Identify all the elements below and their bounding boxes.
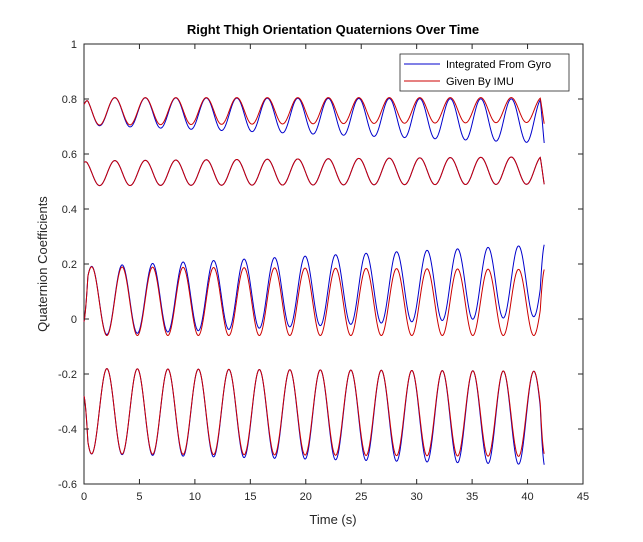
y-tick-label: 0.6 xyxy=(62,149,77,161)
ticks-layer: 0 5 10 15 20 25 30 35 40 45 -0.6 -0.4 -0.2 0 0.2 0.4 0.6… xyxy=(58,39,589,503)
imu-series-line-q3 xyxy=(83,368,545,457)
legend-label-imu: Given By IMU xyxy=(446,76,514,88)
y-tick-label: 0 xyxy=(71,314,77,326)
y-tick-label: 1 xyxy=(71,39,77,51)
y-tick-label: -0.2 xyxy=(58,369,77,381)
x-tick-label: 10 xyxy=(189,491,201,503)
plot-area xyxy=(83,43,584,485)
gyro-series-line-q0 xyxy=(83,97,545,144)
y-tick-label: 0.4 xyxy=(62,204,77,216)
x-tick-label: 40 xyxy=(521,491,533,503)
x-tick-label: 20 xyxy=(300,491,312,503)
y-tick-label: 0.8 xyxy=(62,94,77,106)
y-tick-label: 0.2 xyxy=(62,259,77,271)
imu-series-line-q1 xyxy=(83,156,545,187)
legend: Integrated From Gyro Given By IMU xyxy=(399,53,570,92)
gyro-series-line-q2 xyxy=(83,244,545,336)
x-tick-label: 0 xyxy=(81,491,87,503)
legend-label-gyro: Integrated From Gyro xyxy=(446,59,551,71)
chart-title: Right Thigh Orientation Quaternions Over… xyxy=(187,22,479,37)
series-layer xyxy=(83,97,545,465)
x-tick-label: 45 xyxy=(577,491,589,503)
y-tick-label: -0.6 xyxy=(58,479,77,491)
y-axis-label: Quaternion Coefficients xyxy=(35,196,50,332)
x-tick-label: 25 xyxy=(355,491,367,503)
legend-box xyxy=(399,53,570,92)
y-tick-label: -0.4 xyxy=(58,424,77,436)
x-tick-label: 5 xyxy=(136,491,142,503)
x-tick-label: 30 xyxy=(411,491,423,503)
imu-series-line-q2 xyxy=(83,266,545,337)
x-axis-label: Time (s) xyxy=(309,512,356,527)
imu-series-line-q0 xyxy=(83,97,545,126)
x-tick-label: 15 xyxy=(244,491,256,503)
x-tick-label: 35 xyxy=(466,491,478,503)
